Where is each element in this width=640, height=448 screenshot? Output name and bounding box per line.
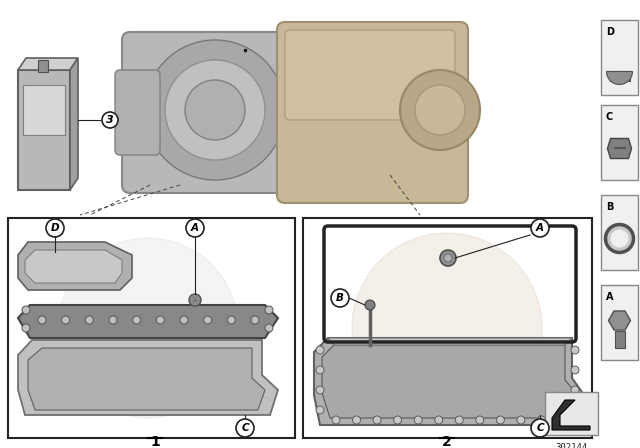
Circle shape [476,416,484,424]
Circle shape [352,233,542,423]
Circle shape [316,406,324,414]
Circle shape [558,416,566,424]
Polygon shape [552,400,590,430]
Circle shape [204,316,212,324]
FancyBboxPatch shape [122,32,308,193]
Circle shape [531,419,549,437]
Bar [23,85,65,135]
Circle shape [265,306,273,314]
Circle shape [236,419,254,437]
Polygon shape [28,348,265,410]
Polygon shape [18,340,278,415]
Text: C: C [606,112,613,122]
Circle shape [316,386,324,394]
Polygon shape [18,58,78,70]
Bar [614,332,625,349]
Circle shape [22,324,30,332]
Circle shape [332,416,340,424]
Polygon shape [314,338,584,425]
Text: 302144: 302144 [555,443,587,448]
Circle shape [611,229,628,247]
Circle shape [394,416,402,424]
Circle shape [22,306,30,314]
Bar [601,285,638,360]
Circle shape [85,316,93,324]
Polygon shape [18,305,278,338]
Bar [38,60,48,72]
Circle shape [61,316,70,324]
Text: A: A [536,223,544,233]
Circle shape [270,185,520,435]
Circle shape [331,289,349,307]
Bar [8,218,295,438]
Circle shape [316,346,324,354]
FancyBboxPatch shape [277,22,468,203]
Circle shape [102,112,118,128]
Text: 3: 3 [106,115,114,125]
Text: B: B [336,293,344,303]
Text: A: A [191,223,199,233]
Polygon shape [328,338,572,345]
Circle shape [353,416,360,424]
Circle shape [538,416,545,424]
Text: D: D [51,223,60,233]
FancyBboxPatch shape [115,70,160,155]
Text: 1: 1 [150,435,160,448]
Bar [609,72,630,82]
Circle shape [414,416,422,424]
Circle shape [605,224,634,253]
Circle shape [145,40,285,180]
Circle shape [517,416,525,424]
Circle shape [227,316,236,324]
Circle shape [180,316,188,324]
Polygon shape [607,138,632,159]
Bar [601,20,638,95]
Circle shape [109,316,117,324]
Wedge shape [607,72,632,85]
Circle shape [316,366,324,374]
Circle shape [415,85,465,135]
Circle shape [571,346,579,354]
Polygon shape [322,345,576,418]
Circle shape [571,406,579,414]
Circle shape [165,60,265,160]
Circle shape [444,254,452,262]
Bar [303,218,592,438]
Polygon shape [25,250,122,283]
Circle shape [373,416,381,424]
Text: C: C [241,423,249,433]
Bar [545,392,598,435]
Text: C: C [536,423,544,433]
Bar [18,70,70,190]
Circle shape [531,219,549,237]
Circle shape [265,324,273,332]
Text: A: A [606,292,614,302]
Polygon shape [18,242,132,290]
Circle shape [440,250,456,266]
Circle shape [571,386,579,394]
Circle shape [156,316,164,324]
Bar [601,195,638,270]
Circle shape [571,366,579,374]
Circle shape [132,316,141,324]
Circle shape [185,80,245,140]
Text: D: D [606,27,614,37]
Circle shape [28,200,268,440]
Circle shape [455,416,463,424]
Circle shape [58,238,238,418]
Circle shape [497,416,504,424]
Bar [601,105,638,180]
Text: 2: 2 [442,435,452,448]
Circle shape [365,300,375,310]
Circle shape [435,416,443,424]
Circle shape [186,219,204,237]
Polygon shape [70,58,78,190]
Circle shape [189,294,201,306]
Circle shape [251,316,259,324]
Circle shape [46,219,64,237]
Circle shape [38,316,46,324]
Circle shape [400,70,480,150]
FancyBboxPatch shape [285,30,455,120]
Text: B: B [606,202,613,212]
